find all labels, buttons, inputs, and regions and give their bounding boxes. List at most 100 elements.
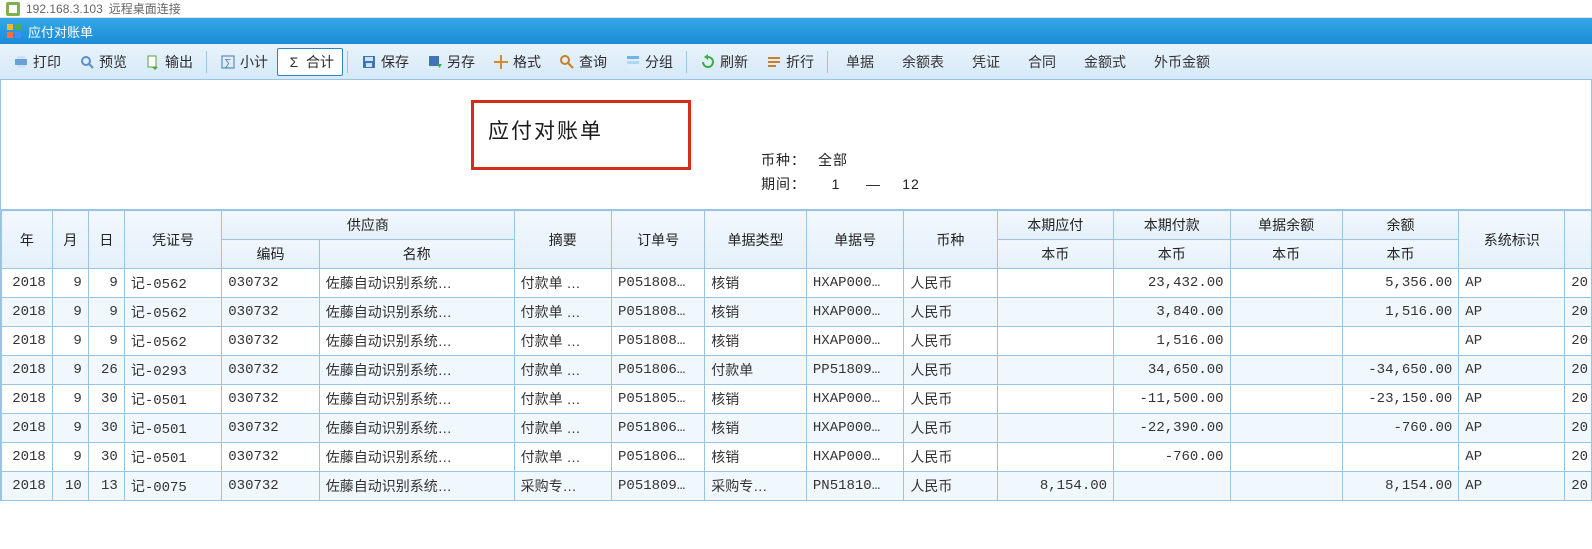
data-grid[interactable]: 年 月 日 凭证号 供应商 摘要 订单号 单据类型 单据号 币种 本期应付 本期…: [0, 210, 1592, 501]
cell[interactable]: 核销: [705, 443, 807, 472]
cell[interactable]: 9: [52, 269, 88, 298]
cell[interactable]: AP: [1459, 356, 1565, 385]
col-supplier-name[interactable]: 名称: [319, 240, 514, 269]
print-button[interactable]: 打印: [4, 48, 70, 76]
cell[interactable]: 8,154.00: [997, 472, 1114, 501]
refresh-button[interactable]: 刷新: [691, 48, 757, 76]
cell[interactable]: PP51809…: [806, 356, 903, 385]
cell[interactable]: 26: [88, 356, 124, 385]
col-currency[interactable]: 币种: [904, 211, 997, 269]
cell[interactable]: 记-0562: [124, 327, 221, 356]
cell[interactable]: 1,516.00: [1114, 327, 1231, 356]
cell[interactable]: AP: [1459, 327, 1565, 356]
cell[interactable]: [1342, 327, 1459, 356]
preview-button[interactable]: 预览: [70, 48, 136, 76]
cell[interactable]: 030732: [222, 443, 319, 472]
cell[interactable]: 2018: [2, 385, 53, 414]
cell[interactable]: 20: [1565, 472, 1592, 501]
table-row[interactable]: 2018930记-0501030732佐藤自动识别系统…付款单 …P051806…: [2, 443, 1592, 472]
cell[interactable]: 付款单 …: [514, 327, 611, 356]
period-from[interactable]: 1: [818, 172, 854, 196]
cell[interactable]: 9: [52, 356, 88, 385]
cell[interactable]: 核销: [705, 327, 807, 356]
cell[interactable]: -760.00: [1342, 414, 1459, 443]
col-balance-local[interactable]: 本币: [1342, 240, 1459, 269]
period-to[interactable]: 12: [893, 172, 929, 196]
cell[interactable]: [997, 414, 1114, 443]
cell[interactable]: [997, 269, 1114, 298]
cell[interactable]: 9: [52, 414, 88, 443]
col-voucher[interactable]: 凭证号: [124, 211, 221, 269]
col-curpayable[interactable]: 本期应付: [997, 211, 1114, 240]
cell[interactable]: P051805…: [612, 385, 705, 414]
cell[interactable]: P051809…: [612, 472, 705, 501]
cell[interactable]: 8,154.00: [1342, 472, 1459, 501]
cell[interactable]: 9: [52, 298, 88, 327]
cell[interactable]: 付款单: [705, 356, 807, 385]
cell[interactable]: [1114, 472, 1231, 501]
cell[interactable]: HXAP000…: [806, 385, 903, 414]
table-row[interactable]: 201899记-0562030732佐藤自动识别系统…付款单 …P051808……: [2, 269, 1592, 298]
col-sysflag[interactable]: 系统标识: [1459, 211, 1565, 269]
table-row[interactable]: 201899记-0562030732佐藤自动识别系统…付款单 …P051808……: [2, 298, 1592, 327]
cell[interactable]: 付款单 …: [514, 414, 611, 443]
cell[interactable]: [1230, 385, 1342, 414]
cell[interactable]: 记-0562: [124, 269, 221, 298]
col-curpaid[interactable]: 本期付款: [1114, 211, 1231, 240]
cell[interactable]: -760.00: [1114, 443, 1231, 472]
cell[interactable]: 9: [88, 269, 124, 298]
cell[interactable]: 佐藤自动识别系统…: [319, 269, 514, 298]
cell[interactable]: 2018: [2, 356, 53, 385]
cell[interactable]: -11,500.00: [1114, 385, 1231, 414]
cell[interactable]: 030732: [222, 298, 319, 327]
cell[interactable]: 佐藤自动识别系统…: [319, 414, 514, 443]
cell[interactable]: 9: [88, 327, 124, 356]
cell[interactable]: [1230, 327, 1342, 356]
cell[interactable]: 9: [52, 327, 88, 356]
cell[interactable]: P051808…: [612, 298, 705, 327]
cell[interactable]: 佐藤自动识别系统…: [319, 472, 514, 501]
cell[interactable]: 20: [1565, 327, 1592, 356]
col-tail[interactable]: [1565, 211, 1592, 269]
cell[interactable]: 9: [52, 443, 88, 472]
cell[interactable]: 核销: [705, 414, 807, 443]
cell[interactable]: 30: [88, 385, 124, 414]
cell[interactable]: -23,150.00: [1342, 385, 1459, 414]
view-mode-5[interactable]: 外币金额: [1140, 49, 1224, 75]
cell[interactable]: 2018: [2, 269, 53, 298]
subtotal-button[interactable]: ∑ 小计: [211, 48, 277, 76]
cell[interactable]: 10: [52, 472, 88, 501]
total-button[interactable]: Σ 合计: [277, 48, 343, 76]
table-row[interactable]: 2018926记-0293030732佐藤自动识别系统…付款单 …P051806…: [2, 356, 1592, 385]
cell[interactable]: 20: [1565, 356, 1592, 385]
export-button[interactable]: 输出: [136, 48, 202, 76]
cell[interactable]: 人民币: [904, 356, 997, 385]
cell[interactable]: 30: [88, 443, 124, 472]
cell[interactable]: 23,432.00: [1114, 269, 1231, 298]
col-billno[interactable]: 单据号: [806, 211, 903, 269]
cell[interactable]: 5,356.00: [1342, 269, 1459, 298]
cell[interactable]: 3,840.00: [1114, 298, 1231, 327]
cell[interactable]: 030732: [222, 269, 319, 298]
cell[interactable]: 付款单 …: [514, 298, 611, 327]
cell[interactable]: 2018: [2, 414, 53, 443]
cell[interactable]: 记-0562: [124, 298, 221, 327]
format-button[interactable]: 格式: [484, 48, 550, 76]
cell[interactable]: [1230, 298, 1342, 327]
cell[interactable]: P051806…: [612, 356, 705, 385]
view-mode-0[interactable]: 单据: [832, 49, 888, 75]
view-mode-2[interactable]: 凭证: [958, 49, 1014, 75]
cell[interactable]: 9: [88, 298, 124, 327]
cell[interactable]: 20: [1565, 298, 1592, 327]
cell[interactable]: 付款单 …: [514, 443, 611, 472]
cell[interactable]: 付款单 …: [514, 356, 611, 385]
cell[interactable]: [1342, 443, 1459, 472]
cell[interactable]: 采购专…: [705, 472, 807, 501]
cell[interactable]: HXAP000…: [806, 327, 903, 356]
group-button[interactable]: 分组: [616, 48, 682, 76]
cell[interactable]: 核销: [705, 269, 807, 298]
cell[interactable]: 2018: [2, 472, 53, 501]
cell[interactable]: 030732: [222, 385, 319, 414]
cell[interactable]: 2018: [2, 298, 53, 327]
cell[interactable]: 9: [52, 385, 88, 414]
